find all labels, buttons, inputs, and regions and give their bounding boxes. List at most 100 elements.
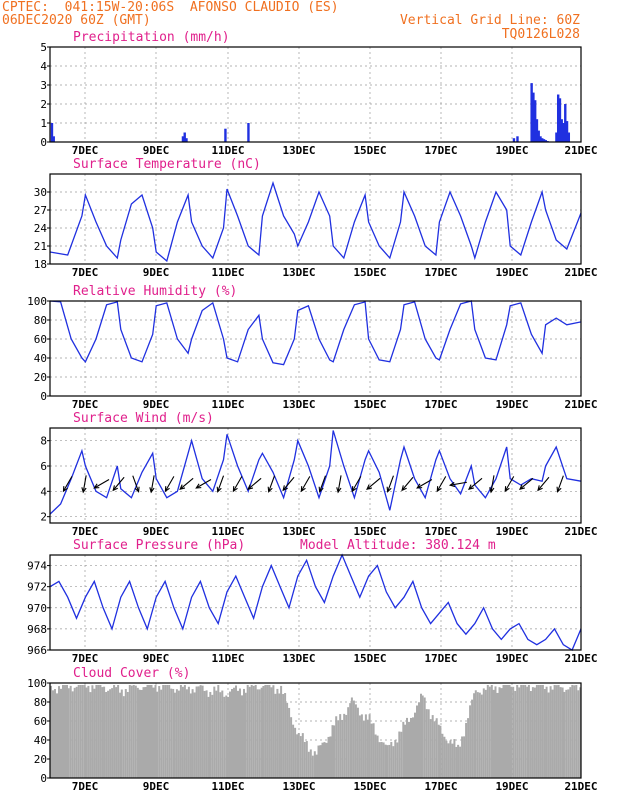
y-tick-label: 60 (34, 715, 47, 728)
cloud-bar (185, 689, 188, 778)
x-tick-label: 7DEC (72, 398, 99, 411)
precip-bar (181, 136, 185, 142)
cloud-bar (508, 685, 511, 778)
cloud-bar (211, 694, 214, 778)
cloud-bar (531, 687, 534, 778)
x-tick-label: 13DEC (282, 525, 315, 538)
y-tick-label: 27 (34, 204, 47, 217)
x-tick-label: 7DEC (72, 525, 99, 538)
panel-frame (49, 300, 582, 397)
y-tick-label: 20 (34, 753, 47, 766)
wind-arrow (318, 475, 327, 493)
cloud-bar (518, 687, 521, 778)
cloud-bar (122, 696, 125, 778)
wind-arrow (179, 477, 194, 491)
x-tick-label: 9DEC (143, 398, 170, 411)
cloud-bar (494, 686, 497, 778)
cloud-bar (537, 685, 540, 778)
x-tick-label: 11DEC (211, 398, 244, 411)
cloud-bar (392, 746, 395, 778)
cloud-bar (362, 720, 365, 778)
cloud-bar (410, 717, 412, 778)
series-line (49, 180, 582, 263)
x-tick-label: 19DEC (495, 398, 528, 411)
wind-arrow-shaft (490, 475, 495, 493)
precip-bar (533, 100, 537, 142)
cloud-bar (388, 744, 391, 778)
cloud-bar (229, 691, 231, 778)
panel-frame (49, 173, 582, 265)
cloud-bar (386, 745, 389, 778)
header-line3-right: TQ0126L028 (501, 27, 580, 42)
cloud-bar (56, 693, 58, 778)
cloud-bar (420, 693, 422, 778)
cloud-bar (490, 685, 493, 778)
wind-arrow-head (519, 484, 525, 491)
cloud-bar (577, 690, 580, 778)
cloud-bar (101, 687, 104, 778)
cloud-bar (561, 687, 564, 778)
wind-arrow-shaft (387, 475, 394, 492)
cloud-bar (75, 686, 78, 778)
panel-3: 0 20 40 60 80 100 7DEC 9DEC 11DEC 13DEC 15DEC 17DEC… (27, 284, 597, 411)
cloud-bar (52, 690, 54, 778)
cloud-bar (319, 745, 322, 778)
cloud-bar (297, 732, 300, 778)
cloud-bar (64, 685, 66, 778)
cloud-bar (533, 687, 536, 778)
wind-arrow-head (179, 484, 186, 491)
cloud-bar (317, 745, 320, 778)
cloud-bar (323, 742, 326, 778)
cloud-bar (337, 720, 340, 778)
wind-arrow-shaft (112, 476, 125, 491)
cloud-bar (412, 717, 414, 778)
precip-bar (544, 140, 547, 142)
cloud-bar (250, 685, 253, 778)
wind-arrow-head (81, 487, 87, 494)
wind-arrow-shaft (337, 475, 342, 493)
cloud-bar (569, 687, 572, 778)
cloud-bar (146, 685, 149, 778)
cloud-bar (87, 685, 90, 778)
cloud-bar (526, 686, 529, 778)
cloud-bar (502, 685, 505, 778)
cloud-bar (217, 685, 220, 778)
precip-bar (539, 136, 542, 142)
panel-title: Precipitation (mm/h) (73, 30, 230, 45)
precip-bar (542, 139, 546, 142)
x-tick-label: 17DEC (424, 525, 457, 538)
cloud-bar (117, 685, 120, 778)
cloud-bar (368, 714, 371, 778)
x-tick-label: 11DEC (211, 780, 244, 793)
cloud-bar (170, 688, 173, 778)
cloud-bar (474, 690, 477, 778)
cloud-bar (400, 731, 403, 778)
cloud-bar (343, 713, 346, 778)
x-tick-label: 9DEC (143, 266, 170, 279)
cloud-bar (429, 719, 432, 778)
cloud-bar (213, 686, 216, 778)
cloud-bar (406, 717, 408, 778)
precip-bar (564, 104, 567, 142)
cloud-bar (443, 736, 446, 778)
cloud-bar (73, 687, 76, 778)
wind-arrow-head (195, 483, 202, 489)
wind-arrow-head (537, 485, 543, 492)
x-tick-label: 13DEC (282, 398, 315, 411)
cloud-bar (492, 689, 495, 778)
wind-arrow (93, 479, 110, 489)
cloud-bar (91, 685, 94, 778)
cloud-bar (360, 714, 363, 778)
precip-bar (183, 132, 186, 142)
x-tick-label: 9DEC (143, 144, 170, 157)
wind-arrow-head (282, 485, 288, 492)
cloud-bar (296, 734, 299, 778)
cloud-bar (333, 725, 336, 778)
wind-arrow-shaft (300, 476, 311, 492)
cloud-bar (164, 685, 167, 778)
precip-bar (516, 136, 519, 142)
y-tick-label: 0 (40, 136, 47, 149)
wind-arrow (300, 476, 311, 493)
cloud-bar (299, 736, 302, 778)
cloud-bar (433, 721, 436, 778)
